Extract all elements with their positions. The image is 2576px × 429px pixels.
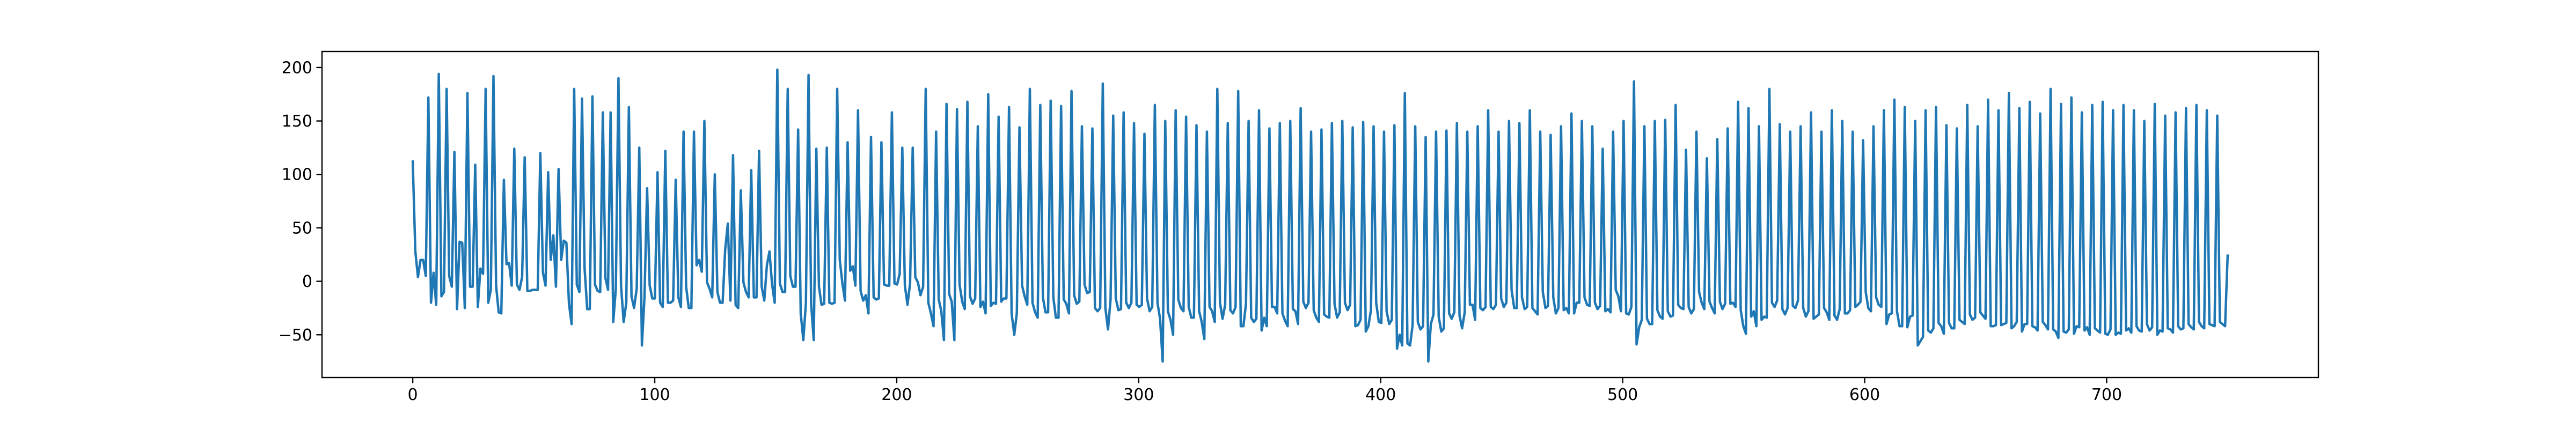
axes-frame (321, 50, 2319, 379)
y-tick-label: −50 (279, 326, 312, 345)
x-tick-label: 500 (1607, 386, 1638, 404)
y-axis: −50 0 50 100 150 200 (279, 58, 322, 345)
y-tick-label: 150 (282, 112, 312, 131)
y-tick-label: 100 (282, 166, 312, 184)
series-layer (411, 68, 2229, 363)
x-tick-label: 700 (2091, 386, 2122, 404)
plot-area: 0 100 200 300 400 500 600 700 −50 0 50 100 150 200 (279, 50, 2319, 404)
y-tick-label: 0 (302, 272, 312, 291)
x-tick-label: 400 (1365, 386, 1396, 404)
x-tick-label: 600 (1849, 386, 1880, 404)
x-tick-label: 0 (408, 386, 418, 404)
x-axis: 0 100 200 300 400 500 600 700 (408, 378, 2122, 404)
series-line-0 (411, 68, 2229, 363)
y-tick-label: 200 (282, 58, 312, 77)
x-tick-label: 300 (1123, 386, 1154, 404)
x-tick-label: 200 (881, 386, 912, 404)
y-tick-label: 50 (292, 219, 312, 238)
x-tick-label: 100 (639, 386, 670, 404)
